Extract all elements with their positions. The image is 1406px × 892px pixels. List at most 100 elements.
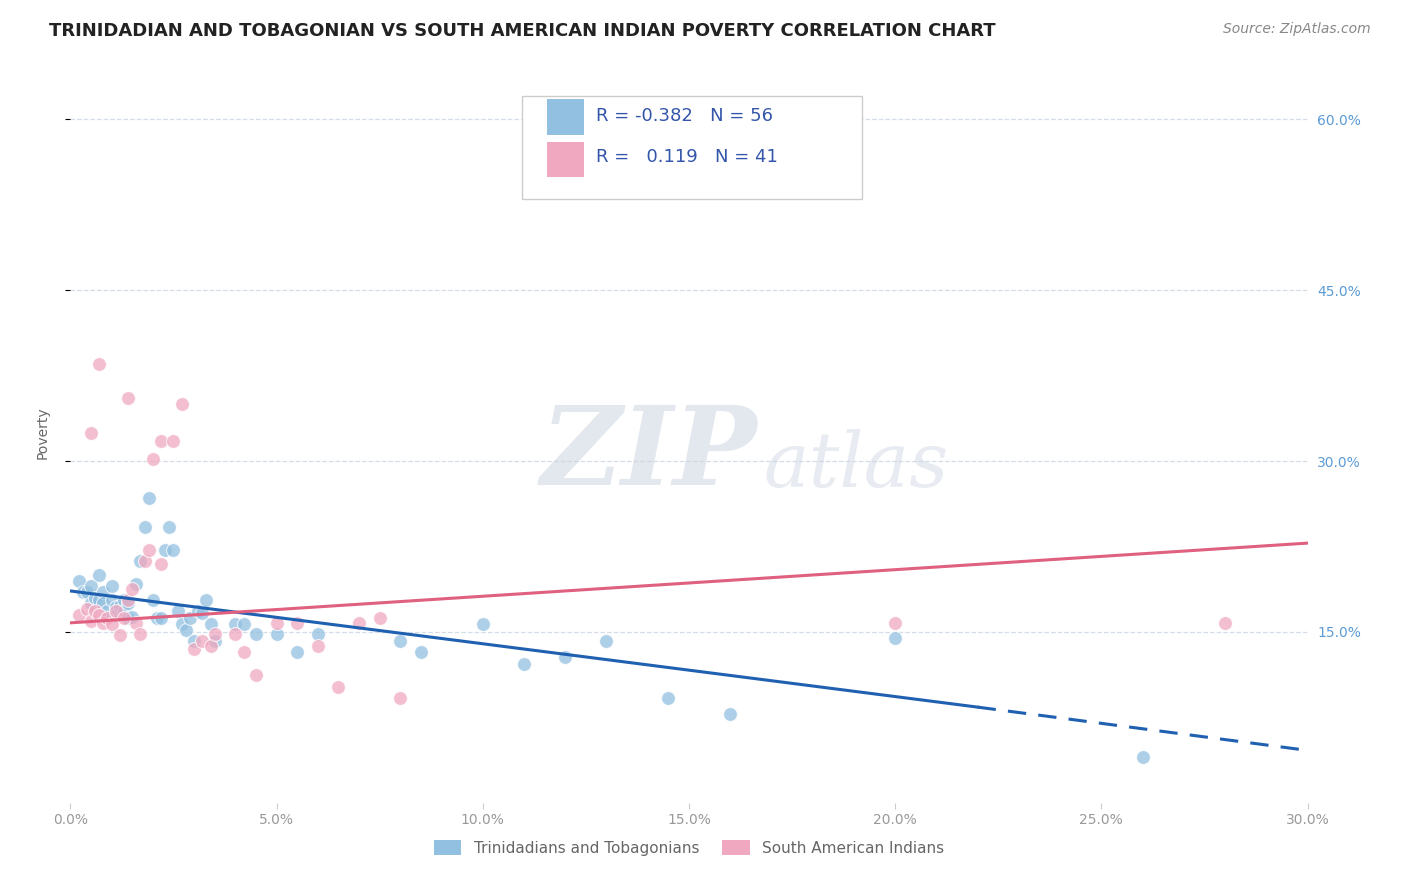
- Point: [191, 634, 214, 648]
- Point: [157, 520, 180, 534]
- Point: [232, 645, 254, 659]
- Point: [96, 604, 118, 618]
- Text: R =   0.119   N = 41: R = 0.119 N = 41: [596, 148, 778, 166]
- Point: [117, 593, 139, 607]
- Point: [224, 627, 246, 641]
- Point: [183, 642, 205, 657]
- Point: [84, 604, 107, 618]
- Point: [150, 434, 173, 448]
- Point: [72, 585, 94, 599]
- Point: [471, 617, 494, 632]
- Point: [112, 611, 135, 625]
- Point: [174, 623, 197, 637]
- Point: [266, 615, 288, 630]
- Point: [89, 568, 111, 582]
- Text: Source: ZipAtlas.com: Source: ZipAtlas.com: [1223, 22, 1371, 37]
- Point: [195, 593, 218, 607]
- Point: [170, 397, 193, 411]
- Point: [285, 645, 308, 659]
- Point: [125, 615, 148, 630]
- Point: [104, 604, 127, 618]
- Point: [718, 706, 741, 721]
- Point: [266, 627, 288, 641]
- Point: [112, 604, 135, 618]
- Point: [67, 607, 90, 622]
- Point: [150, 557, 173, 571]
- FancyBboxPatch shape: [522, 95, 862, 200]
- Point: [129, 554, 152, 568]
- Point: [112, 593, 135, 607]
- Point: [179, 611, 201, 625]
- Point: [96, 611, 118, 625]
- Point: [595, 634, 617, 648]
- Point: [80, 614, 103, 628]
- Point: [657, 691, 679, 706]
- Y-axis label: Poverty: Poverty: [35, 407, 49, 458]
- Point: [91, 597, 114, 611]
- Point: [232, 617, 254, 632]
- Point: [224, 617, 246, 632]
- Point: [89, 357, 111, 371]
- Point: [150, 611, 173, 625]
- Point: [307, 627, 329, 641]
- Point: [389, 691, 412, 706]
- Point: [307, 639, 329, 653]
- Legend: Trinidadians and Tobagonians, South American Indians: Trinidadians and Tobagonians, South Amer…: [427, 834, 950, 862]
- Point: [166, 604, 188, 618]
- Point: [108, 628, 131, 642]
- Point: [134, 520, 156, 534]
- Point: [91, 615, 114, 630]
- Point: [100, 579, 122, 593]
- Point: [129, 627, 152, 641]
- Point: [67, 574, 90, 588]
- Point: [134, 554, 156, 568]
- Point: [191, 606, 214, 620]
- Point: [554, 650, 576, 665]
- Point: [162, 434, 184, 448]
- Point: [76, 602, 98, 616]
- Bar: [547, 142, 583, 178]
- Point: [100, 617, 122, 632]
- Point: [76, 585, 98, 599]
- Point: [162, 543, 184, 558]
- Point: [89, 607, 111, 622]
- Point: [1132, 750, 1154, 764]
- Point: [80, 579, 103, 593]
- Point: [89, 593, 111, 607]
- Point: [142, 451, 165, 466]
- Point: [200, 639, 222, 653]
- Text: atlas: atlas: [763, 429, 949, 503]
- Point: [285, 615, 308, 630]
- Point: [513, 657, 536, 671]
- Point: [104, 599, 127, 614]
- Point: [183, 634, 205, 648]
- Point: [108, 599, 131, 613]
- Point: [884, 615, 907, 630]
- Point: [1213, 615, 1236, 630]
- Point: [100, 593, 122, 607]
- Point: [117, 597, 139, 611]
- Point: [347, 615, 370, 630]
- Point: [200, 617, 222, 632]
- Point: [409, 645, 432, 659]
- Point: [368, 611, 391, 625]
- Point: [245, 668, 267, 682]
- Text: R = -0.382   N = 56: R = -0.382 N = 56: [596, 107, 773, 125]
- Point: [80, 425, 103, 440]
- Point: [117, 611, 139, 625]
- Point: [884, 631, 907, 645]
- Point: [204, 627, 226, 641]
- Point: [104, 607, 127, 622]
- Point: [80, 597, 103, 611]
- Point: [245, 627, 267, 641]
- Point: [187, 604, 209, 618]
- Bar: [547, 99, 583, 135]
- Point: [91, 585, 114, 599]
- Point: [121, 610, 143, 624]
- Point: [153, 543, 176, 558]
- Point: [170, 617, 193, 632]
- Text: TRINIDADIAN AND TOBAGONIAN VS SOUTH AMERICAN INDIAN POVERTY CORRELATION CHART: TRINIDADIAN AND TOBAGONIAN VS SOUTH AMER…: [49, 22, 995, 40]
- Text: ZIP: ZIP: [540, 401, 756, 508]
- Point: [117, 392, 139, 406]
- Point: [125, 577, 148, 591]
